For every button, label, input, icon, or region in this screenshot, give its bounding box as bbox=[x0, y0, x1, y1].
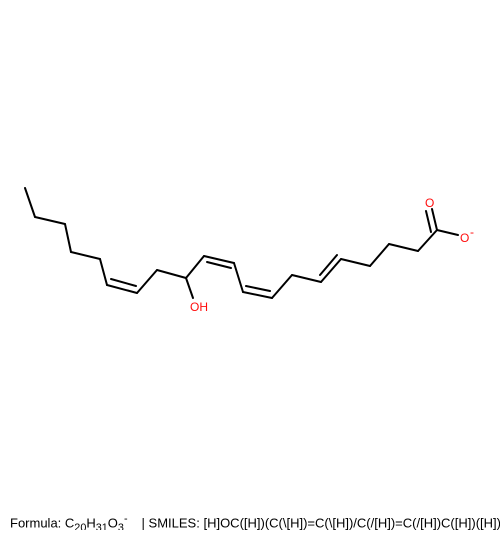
bond bbox=[291, 274, 322, 283]
double-bond-inner bbox=[245, 285, 271, 292]
double-bond bbox=[203, 255, 235, 264]
formula-prefix: Formula: bbox=[10, 515, 65, 530]
double-bond-inner bbox=[110, 278, 137, 287]
smiles-string: [H]OC([H])(C(\[H])=C(\[H])/C(/[H])=C(/[H… bbox=[203, 515, 500, 530]
double-bond bbox=[320, 258, 342, 283]
formula-hydrogen-count: 31 bbox=[95, 521, 108, 530]
carbonyl-oxygen-label: O bbox=[425, 196, 434, 210]
bond bbox=[64, 223, 72, 253]
bond bbox=[24, 187, 36, 218]
bond bbox=[185, 255, 205, 279]
bond bbox=[271, 274, 293, 299]
formula-hydrogen: H bbox=[86, 515, 96, 530]
formula-charge: - bbox=[123, 513, 128, 525]
double-bond bbox=[242, 291, 273, 299]
formula-oxygen-count: 3 bbox=[117, 521, 124, 530]
hydroxyl-bond bbox=[185, 277, 194, 299]
hydroxyl-label: OH bbox=[190, 300, 208, 314]
bond bbox=[417, 229, 438, 252]
bond bbox=[156, 269, 187, 279]
bond bbox=[369, 243, 390, 267]
bond bbox=[136, 269, 158, 294]
double-bond-inner bbox=[319, 254, 338, 276]
oxide-charge-label: - bbox=[470, 225, 474, 239]
bond bbox=[388, 243, 419, 252]
double-bond-inner bbox=[206, 261, 232, 269]
bond bbox=[233, 262, 244, 293]
bond bbox=[70, 251, 101, 260]
oxide-bond bbox=[436, 229, 459, 236]
formula-oxygen: O bbox=[107, 515, 118, 530]
carbonyl-bond-inner bbox=[425, 210, 432, 233]
oxide-oxygen-label: O bbox=[460, 231, 469, 245]
bond bbox=[34, 216, 66, 225]
bond bbox=[99, 258, 108, 286]
double-bond bbox=[106, 284, 138, 294]
molecule-structure: O O - OH bbox=[24, 187, 474, 314]
formula-carbon-count: 20 bbox=[74, 521, 87, 530]
smiles-label: | SMILES: bbox=[141, 515, 204, 530]
molecule-caption: Formula: C20H31O3- | SMILES: [H]OC([H])(C… bbox=[10, 510, 500, 530]
carbonyl-bond bbox=[431, 208, 438, 231]
bond bbox=[340, 258, 371, 267]
formula-carbon: C bbox=[64, 515, 75, 530]
